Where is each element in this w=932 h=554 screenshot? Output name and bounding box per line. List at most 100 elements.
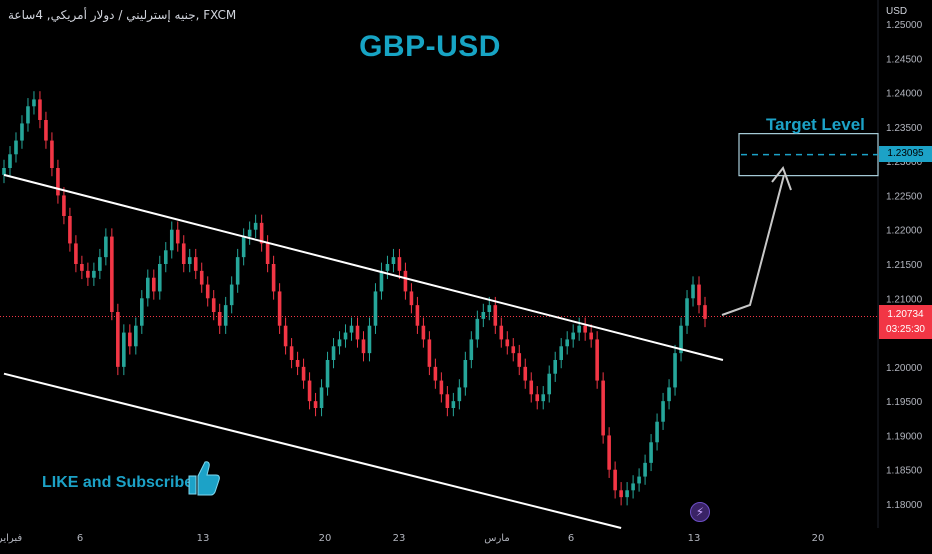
candle-body	[655, 421, 659, 443]
candle	[163, 242, 168, 273]
candle	[68, 207, 72, 252]
y-tick-label: 1.21000	[886, 294, 923, 305]
candle-body	[595, 339, 599, 381]
candle-body	[673, 353, 677, 388]
candle	[439, 372, 444, 403]
candle-body	[26, 106, 30, 124]
candle-body	[8, 154, 12, 168]
channel-upper-line[interactable]	[3, 173, 724, 361]
candle-body	[547, 373, 552, 395]
candle	[145, 269, 150, 307]
candle-body	[86, 270, 90, 278]
candle	[134, 317, 138, 355]
x-tick-label: 23	[393, 533, 406, 544]
candle	[14, 132, 18, 163]
candle-body	[613, 469, 617, 491]
thumbs-up-icon	[188, 461, 220, 496]
candle-body	[529, 380, 534, 395]
channel-lower-line[interactable]	[3, 372, 622, 529]
candle-body	[163, 250, 168, 264]
candle-body	[565, 339, 569, 347]
candle-body	[110, 236, 114, 312]
candle	[697, 276, 701, 314]
candle	[277, 283, 282, 334]
candle-body	[667, 387, 671, 402]
candle	[367, 317, 372, 362]
candle	[80, 255, 84, 280]
lightning-icon[interactable]: ⚡	[690, 502, 710, 522]
x-axis: فبراير 6 13 20 23 مارس 6 13 20	[0, 533, 824, 544]
candle	[199, 262, 204, 293]
candle	[301, 358, 306, 389]
current-price-badge: 1.20734 03:25:30	[879, 305, 932, 339]
candle-body	[361, 339, 366, 354]
candle-body	[247, 229, 252, 237]
candle	[451, 392, 456, 417]
candle-body	[391, 257, 396, 264]
candle	[193, 248, 198, 280]
candle-body	[217, 312, 222, 326]
candle	[2, 159, 6, 184]
candle	[517, 344, 522, 376]
candle-body	[373, 291, 378, 326]
currency-label: USD	[886, 6, 908, 17]
candle	[74, 235, 78, 273]
candle-body	[427, 339, 432, 367]
candle	[205, 276, 210, 307]
candle	[217, 303, 222, 334]
candle-body	[151, 277, 156, 292]
x-tick-label: مارس	[484, 533, 509, 544]
candle-body	[697, 284, 701, 306]
current-price: 1.20734	[887, 309, 924, 320]
candle-body	[445, 394, 450, 408]
candle-body	[301, 366, 306, 381]
candle-body	[128, 332, 132, 347]
candle-body	[367, 325, 372, 354]
candle	[391, 248, 396, 273]
candle	[571, 324, 575, 348]
candle	[343, 324, 348, 348]
candle-body	[631, 483, 635, 491]
candle	[283, 317, 288, 355]
candle-body	[295, 360, 300, 367]
candle	[499, 317, 504, 348]
candle-body	[523, 366, 528, 381]
candle	[511, 338, 516, 362]
candle	[110, 228, 114, 321]
candle-body	[433, 366, 438, 381]
y-tick-label: 1.21500	[886, 260, 923, 271]
candle	[62, 187, 66, 225]
candle	[361, 331, 366, 362]
candle-body	[409, 291, 414, 306]
candle-body	[313, 401, 318, 408]
candle-body	[637, 476, 641, 484]
candle-body	[487, 305, 492, 312]
candle	[235, 248, 240, 293]
candle-body	[343, 332, 348, 340]
target-price-badge: 1.23095	[879, 146, 932, 162]
candle-body	[20, 123, 24, 141]
candle-body	[122, 332, 126, 367]
candle	[589, 324, 593, 348]
candle-body	[253, 222, 258, 230]
candle	[175, 221, 180, 252]
candle	[397, 248, 402, 280]
candle-body	[181, 243, 186, 264]
candle-body	[475, 318, 480, 340]
x-tick-label: 20	[319, 533, 332, 544]
candle	[385, 255, 390, 280]
candle-body	[553, 360, 558, 374]
candle	[613, 461, 617, 499]
candle-body	[68, 216, 72, 244]
candle	[655, 413, 659, 451]
y-tick-label: 1.23500	[886, 123, 923, 134]
candle	[229, 276, 234, 314]
arrow-head	[771, 165, 792, 191]
candle	[535, 386, 540, 410]
candle-body	[649, 442, 653, 463]
projection-arrow[interactable]	[721, 174, 785, 316]
candle	[481, 303, 486, 328]
candle-body	[74, 243, 78, 264]
